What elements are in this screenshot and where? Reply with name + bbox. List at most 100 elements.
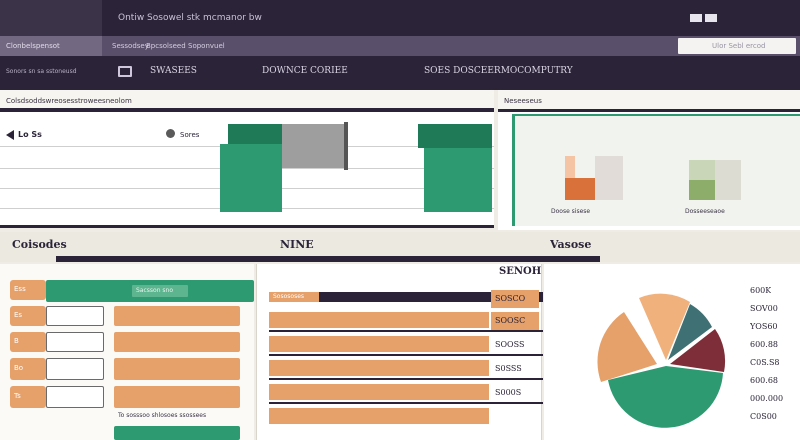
gray-block: [282, 124, 348, 168]
value-cell: SOOSS: [491, 336, 539, 354]
logo-block: [690, 14, 702, 22]
input-box[interactable]: [46, 358, 104, 380]
row-divider: [269, 378, 543, 380]
mini-bar: [689, 160, 715, 180]
green-header-bar: Sacsson sno: [46, 280, 254, 302]
nav-tab-label: Clonbelspensot: [6, 42, 60, 50]
header-pill-label: Sacsson sno: [136, 287, 174, 294]
subheader-item-0[interactable]: SWASEES: [150, 66, 197, 76]
value-cell-text: SOSCO: [495, 294, 526, 303]
pie-chart: [597, 293, 726, 428]
legend-value: 000.000: [750, 394, 784, 403]
table-row[interactable]: [269, 336, 489, 352]
input-box[interactable]: [46, 386, 104, 408]
pie-slice-light-orange[interactable]: [639, 293, 690, 360]
legend-value: C0S.S8: [750, 358, 780, 367]
mini-bar-label: Dosseeseaoe: [685, 208, 725, 215]
table-row[interactable]: [269, 408, 489, 424]
section-title-right: Vasose: [550, 238, 592, 251]
orange-tab[interactable]: Bo: [10, 358, 46, 380]
monitor-icon-stand: [122, 75, 128, 77]
green-block: [418, 124, 492, 148]
footer-label: To sosssoo shlosoes ssossees: [118, 412, 207, 419]
subheader-item-2[interactable]: SOES DOSCEERMOCOMPUTRY: [424, 66, 573, 76]
input-box[interactable]: [46, 306, 104, 326]
table-row[interactable]: [269, 312, 489, 328]
play-icon[interactable]: [6, 130, 14, 140]
green-footer-bar: [114, 426, 240, 440]
orange-tab[interactable]: Ess: [10, 280, 46, 300]
input-box[interactable]: [46, 332, 104, 352]
top-left-panel: Colsdsoddswreosesstroweesneolom Lo Ss So…: [0, 90, 494, 228]
section-title-underline: [56, 256, 600, 262]
orange-tab-label: Ess: [14, 285, 26, 293]
top-header-bar: [0, 0, 800, 36]
mini-bar: [715, 160, 741, 200]
orange-bar: [114, 386, 240, 408]
header-left-panel: [0, 0, 102, 36]
pie-slice-teal[interactable]: [668, 304, 712, 360]
pie-slice-green[interactable]: [608, 366, 723, 428]
pie-slice-maroon[interactable]: [670, 329, 726, 372]
legend-value: SOV00: [750, 304, 778, 313]
legend-value: 600K: [750, 286, 772, 295]
subheader-item-1[interactable]: DOWNCE CORIEE: [262, 66, 348, 76]
section-title-left: Coisodes: [12, 238, 67, 251]
corner-label: SENOH: [499, 266, 542, 277]
nav-tab-2[interactable]: Bpcsolseed: [146, 42, 186, 50]
nav-tab-3[interactable]: Soponvuel: [188, 42, 225, 50]
gray-handle[interactable]: [344, 122, 348, 170]
value-cell-text: SOOSC: [495, 316, 526, 325]
subheader-bar: [0, 56, 800, 90]
mini-bar: [565, 178, 595, 200]
mini-bar: [595, 156, 623, 200]
panel-heading: Colsdsoddswreosesstroweesneolom: [6, 97, 132, 105]
value-cell-text: S000S: [495, 388, 522, 397]
orange-tab[interactable]: B: [10, 332, 46, 352]
header-pill[interactable]: Sacsson sno: [132, 285, 188, 297]
panel-heading-bar: Colsdsoddswreosesstroweesneolom: [0, 90, 494, 112]
mini-bar-label: Doose sisese: [551, 208, 591, 215]
legend-value: YOS60: [750, 322, 778, 331]
section-title-strip: Coisodes NINE Vasose: [0, 232, 800, 262]
legend-value: 600.68: [750, 376, 778, 385]
orange-tab[interactable]: Ts: [10, 386, 46, 408]
bottom-right-panel: 600K SOV00 YOS60 600.88 C0S.S8 600.68 00…: [544, 264, 800, 440]
mini-bar: [565, 156, 575, 178]
row-divider: [269, 402, 543, 404]
panel-heading-bar: Neseeseus: [498, 90, 800, 112]
green-block: [424, 148, 492, 212]
search-placeholder: Ulor Sebl ercod: [712, 42, 766, 50]
orange-tab[interactable]: Es: [10, 306, 46, 326]
table-row[interactable]: [269, 360, 489, 376]
green-block: [220, 144, 282, 212]
row-divider: [269, 354, 543, 356]
orange-bar: [114, 306, 240, 326]
monitor-icon[interactable]: [118, 66, 132, 77]
orange-tab-label: Ts: [14, 392, 21, 400]
panel-heading: Neseeseus: [504, 97, 542, 105]
row-label: Lo Ss: [18, 130, 42, 139]
subheader-left-label: Sonors sn sa sstoneusd: [6, 68, 77, 75]
mini-bar: [689, 180, 715, 200]
green-block: [228, 124, 282, 144]
logo-block: [705, 14, 717, 22]
orange-tab-label: Es: [14, 311, 23, 319]
logo: [690, 14, 728, 23]
pie-slice-orange[interactable]: [597, 312, 657, 382]
table-row[interactable]: [269, 384, 489, 400]
bottom-left-panel: Sacsson sno Ess Es B Bo Ts To sosssoo sh…: [0, 264, 254, 440]
nav-tab-1[interactable]: Sessodsey: [112, 42, 149, 50]
search-box[interactable]: Ulor Sebl ercod: [678, 38, 796, 54]
table-row[interactable]: Sosososes: [269, 292, 319, 302]
table-header-row: [269, 292, 543, 302]
chart-frame: Doose sisese Dosseeseaoe: [512, 114, 800, 226]
section-title-center: NINE: [280, 238, 314, 251]
orange-tab-label: Bo: [14, 364, 24, 372]
orange-bar: [114, 358, 240, 380]
legend-value: C0S00: [750, 412, 777, 421]
bottom-center-panel: SENOH Sosososes SOSCO SOOSC SOOSS S0SSS …: [256, 264, 543, 440]
window-title: Ontiw Sosowel stk mcmanor bw: [118, 13, 262, 23]
table-header-label: Sosososes: [273, 293, 305, 300]
nav-tab-0[interactable]: Clonbelspensot: [0, 36, 102, 56]
